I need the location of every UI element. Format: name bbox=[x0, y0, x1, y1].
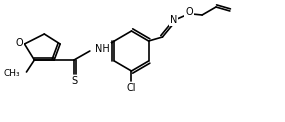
Text: Cl: Cl bbox=[127, 83, 136, 93]
Text: O: O bbox=[186, 7, 193, 17]
Text: O: O bbox=[16, 38, 23, 48]
Text: NH: NH bbox=[95, 44, 109, 54]
Text: CH₃: CH₃ bbox=[4, 70, 21, 78]
Text: N: N bbox=[170, 15, 177, 25]
Text: S: S bbox=[71, 76, 77, 86]
